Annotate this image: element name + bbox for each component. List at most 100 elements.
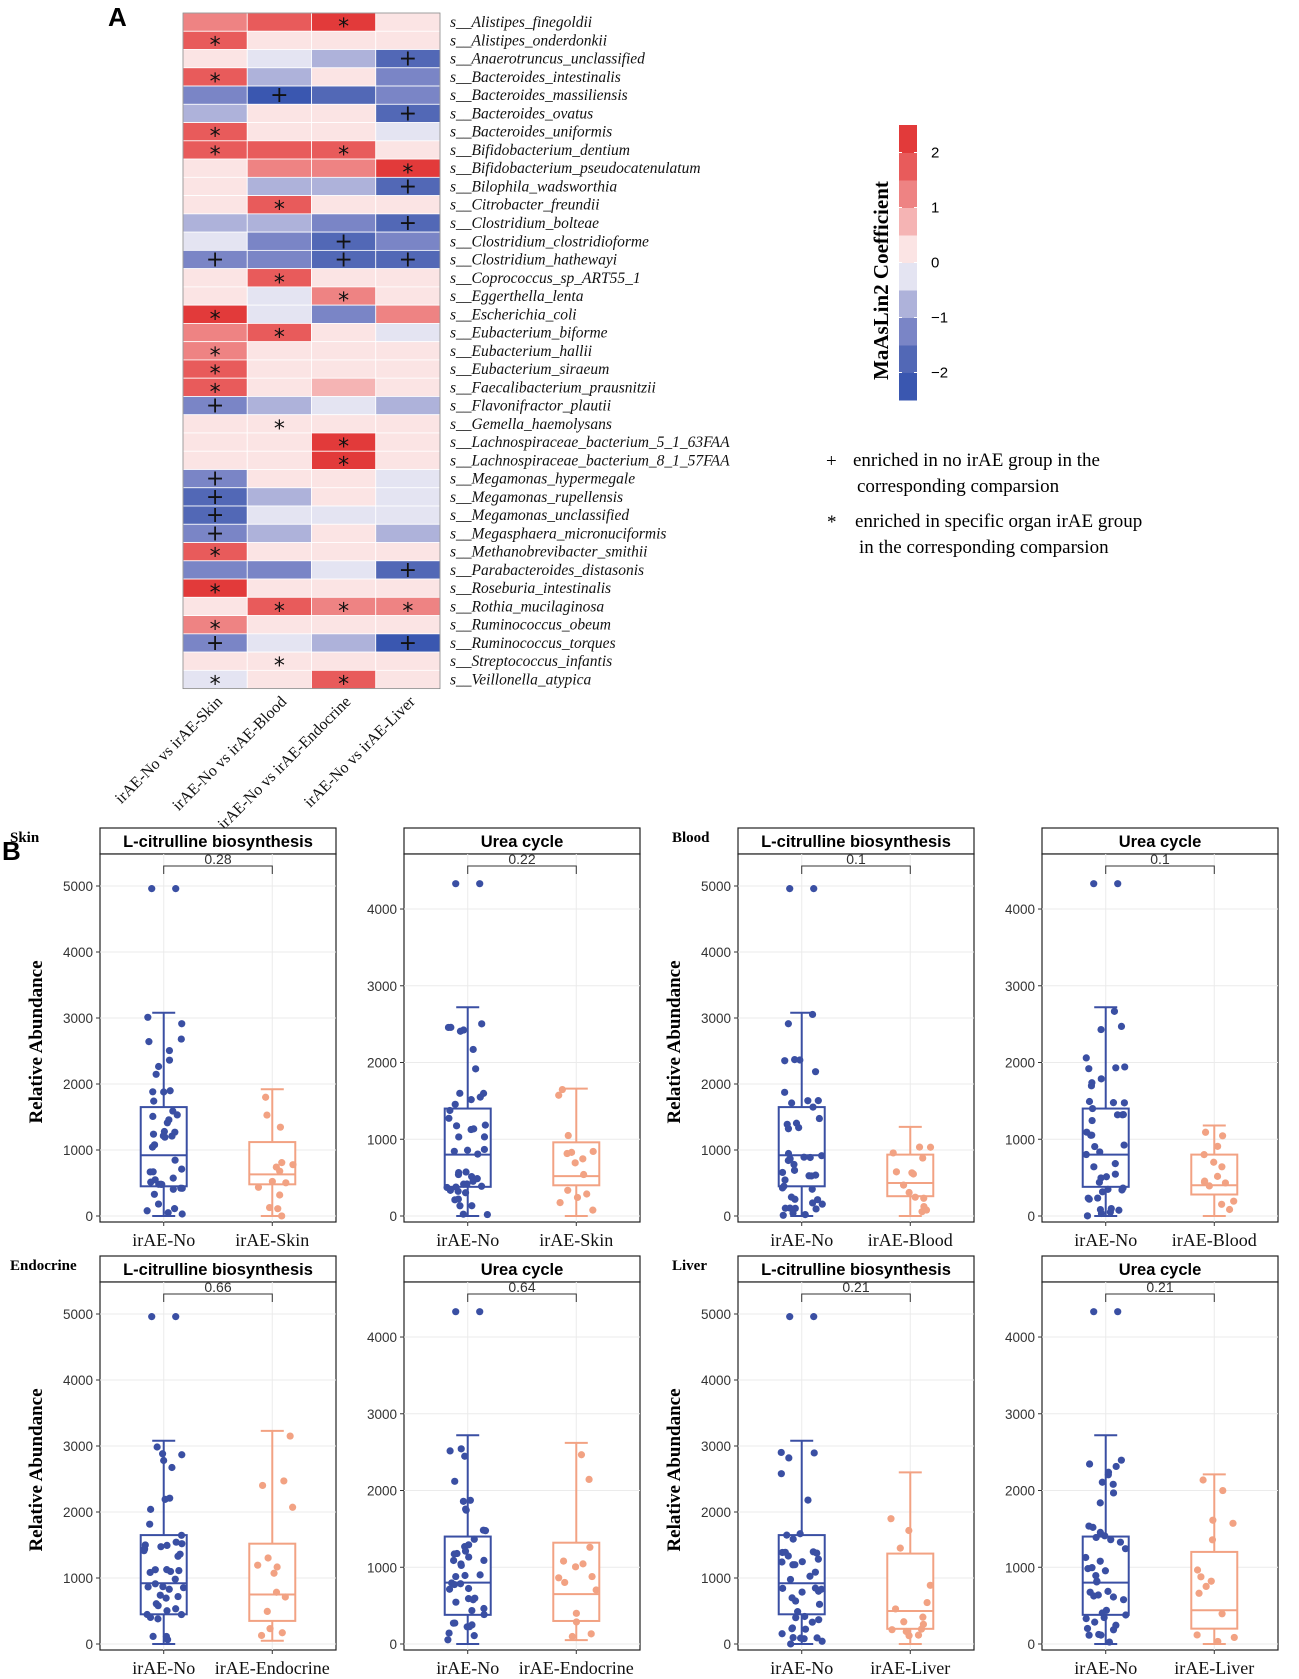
- data-point: [450, 1580, 459, 1589]
- data-point: [457, 1445, 465, 1453]
- data-point: [789, 1535, 797, 1543]
- data-point: [144, 1583, 152, 1591]
- heat-cell: [311, 615, 377, 635]
- data-point: [791, 1195, 799, 1203]
- data-point: [1201, 1128, 1210, 1136]
- data-point: [143, 1207, 151, 1215]
- heat-cell: [311, 560, 377, 580]
- data-point: [1096, 1499, 1104, 1507]
- data-point: [455, 1133, 463, 1141]
- data-point: [274, 1205, 282, 1213]
- data-point: [461, 1452, 469, 1460]
- p-value: 0.28: [204, 851, 231, 867]
- data-point: [1088, 1564, 1096, 1572]
- data-point: [1092, 1533, 1100, 1542]
- significance-bracket: [801, 865, 911, 874]
- data-point: [278, 1629, 286, 1637]
- data-point: [783, 1120, 791, 1128]
- x-tick-label: irAE-Endocrine: [215, 1658, 330, 1678]
- data-point: [1112, 1462, 1120, 1471]
- note-star-line1: enriched in specific organ irAE group: [855, 511, 1142, 532]
- star-mark: *: [338, 599, 349, 624]
- data-point: [174, 1592, 182, 1601]
- data-point: [264, 1554, 272, 1562]
- heat-cell: [375, 469, 441, 489]
- data-point: [471, 1594, 479, 1602]
- data-point: [1221, 1179, 1230, 1187]
- data-point: [1097, 1025, 1105, 1034]
- group-label: Skin: [10, 830, 40, 846]
- data-point: [1101, 1567, 1110, 1575]
- data-point: [467, 1096, 475, 1104]
- data-point: [445, 1114, 453, 1122]
- plus-mark: +: [399, 248, 417, 273]
- species-label: s__Bacteroides_ovatus: [450, 105, 593, 122]
- data-point: [1112, 1621, 1120, 1629]
- heat-cell: [246, 487, 312, 507]
- heat-cell: [182, 268, 248, 288]
- star-mark: *: [210, 545, 221, 570]
- legend-swatch: [899, 207, 917, 236]
- data-point: [474, 1150, 482, 1158]
- data-point: [1094, 1194, 1102, 1202]
- data-point: [1104, 1185, 1112, 1193]
- star-mark: *: [210, 70, 221, 95]
- outlier-point: [1114, 880, 1122, 888]
- data-point: [1230, 1633, 1238, 1642]
- significance-bracket: [163, 1293, 273, 1302]
- strip-header: [1041, 827, 1279, 855]
- data-point: [1109, 1480, 1117, 1488]
- strip-header: [737, 1255, 975, 1283]
- data-point: [148, 1143, 157, 1151]
- heat-cell: [311, 651, 377, 671]
- data-point: [163, 1607, 171, 1615]
- data-point: [461, 1505, 470, 1513]
- data-point: [908, 1169, 916, 1177]
- species-label: s__Megamonas_hypermegale: [450, 471, 635, 488]
- y-tick-label: 2000: [367, 1484, 397, 1499]
- p-value: 0.64: [508, 1279, 535, 1295]
- species-label: s__Lachnospiraceae_bacterium_5_1_63FAA: [450, 434, 730, 451]
- heat-cell: [246, 122, 312, 142]
- data-point: [558, 1085, 566, 1094]
- data-point: [154, 1602, 162, 1610]
- heat-cell: [182, 85, 248, 105]
- plus-mark: +: [206, 631, 224, 656]
- star-mark: *: [338, 453, 349, 478]
- data-point: [1082, 1150, 1090, 1159]
- plot-area: [99, 853, 337, 1223]
- data-point: [270, 1569, 278, 1577]
- data-point: [818, 1200, 826, 1208]
- heat-cell: [246, 560, 312, 580]
- data-point: [811, 1584, 820, 1592]
- data-point: [572, 1618, 581, 1626]
- data-point: [1096, 1557, 1104, 1565]
- data-point: [783, 1531, 791, 1539]
- species-label: s__Ruminococcus_torques: [450, 635, 616, 652]
- data-point: [276, 1167, 284, 1175]
- data-point: [160, 1088, 168, 1096]
- star-mark: *: [274, 654, 285, 679]
- data-point: [786, 1575, 795, 1584]
- significance-bracket: [467, 1293, 577, 1302]
- star-mark: *: [274, 198, 285, 223]
- data-point: [1219, 1486, 1227, 1495]
- y-tick-label: 2000: [701, 1505, 731, 1520]
- data-point: [450, 1556, 458, 1565]
- heat-cell: [311, 396, 377, 416]
- strip-title: L-citrulline biosynthesis: [761, 833, 951, 851]
- data-point: [811, 1568, 819, 1576]
- data-point: [1208, 1536, 1217, 1544]
- heat-cell: [182, 432, 248, 452]
- y-tick-label: 4000: [701, 1373, 731, 1388]
- data-point: [178, 1210, 186, 1218]
- heat-cell: [182, 651, 248, 671]
- species-label: s__Clostridium_hathewayi: [450, 252, 617, 269]
- data-point: [478, 1020, 486, 1028]
- y-tick-label: 0: [85, 1637, 93, 1652]
- data-point: [168, 1463, 176, 1472]
- data-point: [891, 1605, 900, 1613]
- data-point: [454, 1187, 462, 1195]
- outlier-point: [476, 880, 484, 888]
- x-tick-label: irAE-No: [1074, 1230, 1137, 1250]
